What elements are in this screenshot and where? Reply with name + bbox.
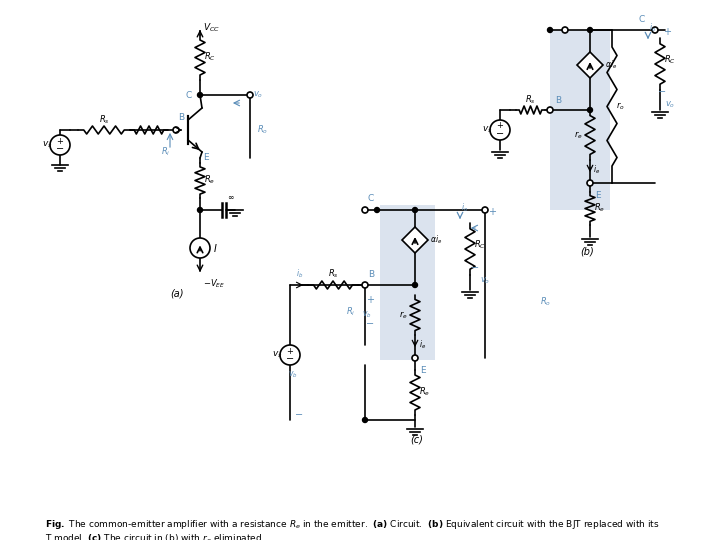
Text: $R_s$: $R_s$: [525, 93, 536, 105]
Text: +: +: [57, 137, 63, 145]
Text: $v_s$: $v_s$: [482, 125, 492, 135]
Text: $R_e$: $R_e$: [594, 202, 606, 214]
Text: $-V_{EE}$: $-V_{EE}$: [203, 277, 225, 289]
Text: $v_s$: $v_s$: [272, 350, 282, 360]
Text: $v_b$: $v_b$: [362, 310, 372, 321]
Text: $v_b$: $v_b$: [288, 370, 297, 381]
Text: (a): (a): [170, 289, 184, 299]
Text: $R_o$: $R_o$: [257, 124, 268, 136]
Text: −: −: [295, 410, 303, 420]
Text: $I$: $I$: [213, 242, 217, 254]
Text: E: E: [595, 191, 600, 200]
Text: $v_o$: $v_o$: [253, 90, 264, 100]
Text: $R_o$: $R_o$: [540, 296, 551, 308]
Text: $R_C$: $R_C$: [474, 239, 486, 251]
Text: $v_s$: $v_s$: [42, 140, 53, 150]
Text: −: −: [286, 354, 294, 364]
Text: $i_e$: $i_e$: [419, 339, 426, 351]
Text: (c): (c): [410, 435, 423, 445]
Text: $R_s$: $R_s$: [99, 114, 109, 126]
Text: $\infty$: $\infty$: [227, 193, 235, 202]
Circle shape: [247, 92, 253, 98]
Circle shape: [413, 282, 418, 287]
Circle shape: [173, 127, 179, 133]
Text: C: C: [639, 15, 645, 24]
Text: $R_C$: $R_C$: [204, 51, 216, 63]
Text: $R_s$: $R_s$: [328, 268, 338, 280]
Circle shape: [197, 207, 202, 213]
Text: $R_e$: $R_e$: [419, 386, 430, 399]
Circle shape: [197, 92, 202, 98]
Polygon shape: [577, 52, 603, 78]
Text: $r_e$: $r_e$: [399, 309, 408, 321]
Text: $i_b$: $i_b$: [297, 268, 304, 280]
Text: +: +: [287, 347, 294, 355]
Circle shape: [190, 238, 210, 258]
Circle shape: [547, 107, 553, 113]
Circle shape: [587, 180, 593, 186]
Circle shape: [490, 120, 510, 140]
Text: +: +: [497, 122, 503, 131]
Circle shape: [374, 207, 379, 213]
Circle shape: [547, 28, 552, 32]
Text: $i_o$: $i_o$: [649, 21, 656, 33]
Text: $r_o$: $r_o$: [616, 100, 625, 112]
Text: $v_o$: $v_o$: [665, 100, 675, 110]
Text: +: +: [366, 295, 374, 305]
Text: $R_i$: $R_i$: [346, 306, 356, 319]
Text: B: B: [368, 270, 374, 279]
Text: (b): (b): [580, 247, 594, 257]
FancyBboxPatch shape: [550, 30, 610, 210]
Circle shape: [362, 417, 367, 422]
Polygon shape: [402, 227, 428, 253]
Circle shape: [588, 28, 593, 32]
Text: −: −: [496, 129, 504, 139]
Text: $\alpha i_e$: $\alpha i_e$: [430, 234, 442, 246]
FancyBboxPatch shape: [380, 205, 435, 360]
Text: $R_i$: $R_i$: [161, 146, 171, 159]
Text: C: C: [367, 194, 373, 203]
Text: $R_C$: $R_C$: [664, 54, 676, 66]
Circle shape: [562, 27, 568, 33]
Text: C: C: [186, 91, 192, 99]
Circle shape: [50, 135, 70, 155]
Text: E: E: [203, 153, 209, 163]
Text: −: −: [366, 319, 374, 329]
Circle shape: [412, 355, 418, 361]
Text: $v_o$: $v_o$: [480, 276, 490, 287]
Text: $V_{CC}$: $V_{CC}$: [203, 22, 220, 35]
Circle shape: [362, 207, 368, 213]
Circle shape: [362, 282, 368, 288]
Text: $R_e$: $R_e$: [204, 174, 215, 186]
Text: $\alpha i_e$: $\alpha i_e$: [605, 59, 617, 71]
Text: B: B: [178, 113, 184, 122]
Circle shape: [652, 27, 658, 33]
Text: −: −: [471, 263, 479, 273]
Text: +: +: [663, 27, 671, 37]
Circle shape: [413, 207, 418, 213]
Text: $i_o$: $i_o$: [461, 201, 468, 213]
Text: −: −: [658, 87, 666, 97]
Circle shape: [482, 207, 488, 213]
Text: −: −: [56, 144, 64, 154]
Text: $r_e$: $r_e$: [574, 129, 582, 141]
Text: B: B: [555, 96, 561, 105]
Text: $i_e$: $i_e$: [593, 164, 600, 176]
Circle shape: [280, 345, 300, 365]
Text: E: E: [420, 366, 426, 375]
Text: +: +: [488, 207, 496, 217]
Circle shape: [588, 107, 593, 112]
Text: $\mathbf{Fig.}$ The common-emitter amplifier with a resistance $R_e$ in the emit: $\mathbf{Fig.}$ The common-emitter ampli…: [45, 518, 660, 540]
